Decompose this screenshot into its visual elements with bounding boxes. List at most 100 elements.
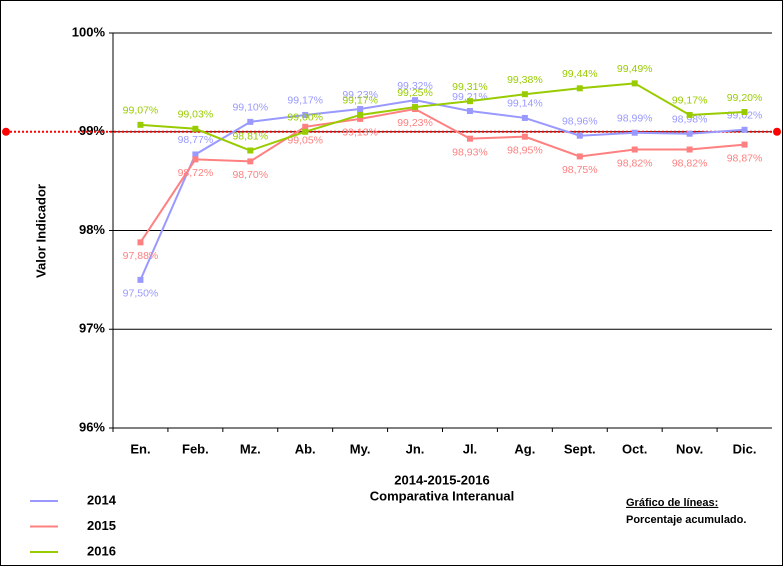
- series-line: [139, 99, 745, 281]
- x-tick-label: Jl.: [463, 441, 477, 456]
- reference-dot: [773, 127, 781, 136]
- legend-label: 2016: [87, 543, 116, 558]
- series-line: [139, 107, 745, 243]
- data-label: 98,82%: [672, 157, 708, 169]
- note-title: Gráfico de líneas:: [626, 497, 718, 509]
- x-tick-label: Ab.: [295, 441, 316, 456]
- data-label: 99,25%: [397, 87, 433, 99]
- y-tick-label: 97%: [79, 321, 105, 336]
- marker: [466, 108, 473, 115]
- marker: [412, 104, 419, 111]
- marker: [686, 130, 693, 137]
- data-label: 99,05%: [287, 135, 323, 147]
- marker: [741, 126, 748, 133]
- marker: [357, 111, 364, 118]
- reference-dot: [2, 127, 10, 136]
- x-tick-label: My.: [350, 441, 371, 456]
- marker: [192, 151, 199, 158]
- marker: [412, 97, 419, 104]
- marker: [686, 111, 693, 118]
- y-axis-label: Valor Indicador: [33, 184, 48, 278]
- marker: [521, 133, 528, 140]
- data-label: 99,17%: [342, 95, 378, 107]
- data-label: 98,70%: [232, 169, 268, 181]
- y-tick-label: 100%: [72, 24, 106, 39]
- legend-label: 2015: [87, 518, 116, 533]
- marker: [686, 146, 693, 153]
- marker: [247, 147, 254, 154]
- x-tick-label: Ag.: [514, 441, 535, 456]
- data-label: 99,32%: [397, 80, 433, 92]
- marker: [137, 121, 144, 128]
- data-label: 99,17%: [287, 95, 323, 107]
- data-label: 99,17%: [672, 95, 708, 107]
- data-label: 98,87%: [727, 152, 763, 164]
- marker: [137, 239, 144, 246]
- data-label: 98,96%: [562, 115, 598, 127]
- data-label: 99,38%: [507, 74, 543, 86]
- data-label: 98,81%: [232, 130, 268, 142]
- marker: [302, 123, 309, 130]
- data-label: 98,72%: [178, 167, 214, 179]
- x-axis-subtitle: Comparativa Interanual: [370, 488, 515, 503]
- x-axis-title: 2014-2015-2016: [394, 472, 489, 487]
- marker: [576, 153, 583, 160]
- data-label: 98,93%: [452, 146, 488, 158]
- data-label: 99,20%: [727, 92, 763, 104]
- y-tick-label: 96%: [79, 419, 105, 434]
- marker: [192, 125, 199, 132]
- data-label: 99,14%: [507, 98, 543, 110]
- data-label: 99,23%: [397, 117, 433, 129]
- data-label: 98,95%: [507, 144, 543, 156]
- marker: [247, 118, 254, 125]
- data-label: 98,77%: [178, 134, 214, 146]
- marker: [631, 146, 638, 153]
- marker: [357, 106, 364, 113]
- data-label: 99,44%: [562, 68, 598, 80]
- marker: [302, 128, 309, 135]
- data-label: 99,00%: [287, 112, 323, 124]
- data-label: 99,13%: [342, 127, 378, 139]
- x-tick-label: En.: [130, 441, 150, 456]
- data-label: 97,88%: [123, 250, 159, 262]
- note-text: Porcentaje acumulado.: [626, 514, 746, 526]
- marker: [192, 156, 199, 163]
- data-label: 99,23%: [342, 89, 378, 101]
- data-label: 98,99%: [617, 113, 653, 125]
- data-label: 99,49%: [617, 63, 653, 75]
- marker: [631, 80, 638, 87]
- marker: [521, 91, 528, 98]
- x-tick-label: Jn.: [406, 441, 425, 456]
- marker: [521, 114, 528, 121]
- x-tick-label: Sept.: [564, 441, 596, 456]
- data-label: 99,07%: [123, 105, 159, 117]
- legend-label: 2014: [87, 492, 117, 507]
- marker: [576, 132, 583, 139]
- data-label: 99,31%: [452, 81, 488, 93]
- y-tick-label: 98%: [79, 222, 105, 237]
- data-label: 99,10%: [232, 102, 268, 114]
- data-label: 97,50%: [123, 288, 159, 300]
- data-label: 98,75%: [562, 164, 598, 176]
- marker: [741, 109, 748, 115]
- x-tick-label: Oct.: [622, 441, 647, 456]
- data-label: 98,98%: [672, 114, 708, 126]
- marker: [631, 129, 638, 136]
- data-label: 98,82%: [617, 157, 653, 169]
- marker: [357, 115, 364, 122]
- marker: [741, 141, 748, 148]
- marker: [247, 158, 254, 165]
- marker: [466, 98, 473, 105]
- x-tick-label: Feb.: [182, 441, 209, 456]
- marker: [576, 85, 583, 92]
- series-line: [140, 82, 745, 152]
- marker: [137, 276, 144, 283]
- y-tick-label: 99%: [79, 123, 105, 138]
- x-tick-label: Dic.: [733, 441, 757, 456]
- x-tick-label: Nov.: [676, 441, 703, 456]
- marker: [466, 135, 473, 142]
- x-tick-label: Mz.: [240, 441, 261, 456]
- data-label: 99,03%: [178, 109, 214, 121]
- marker: [302, 111, 309, 118]
